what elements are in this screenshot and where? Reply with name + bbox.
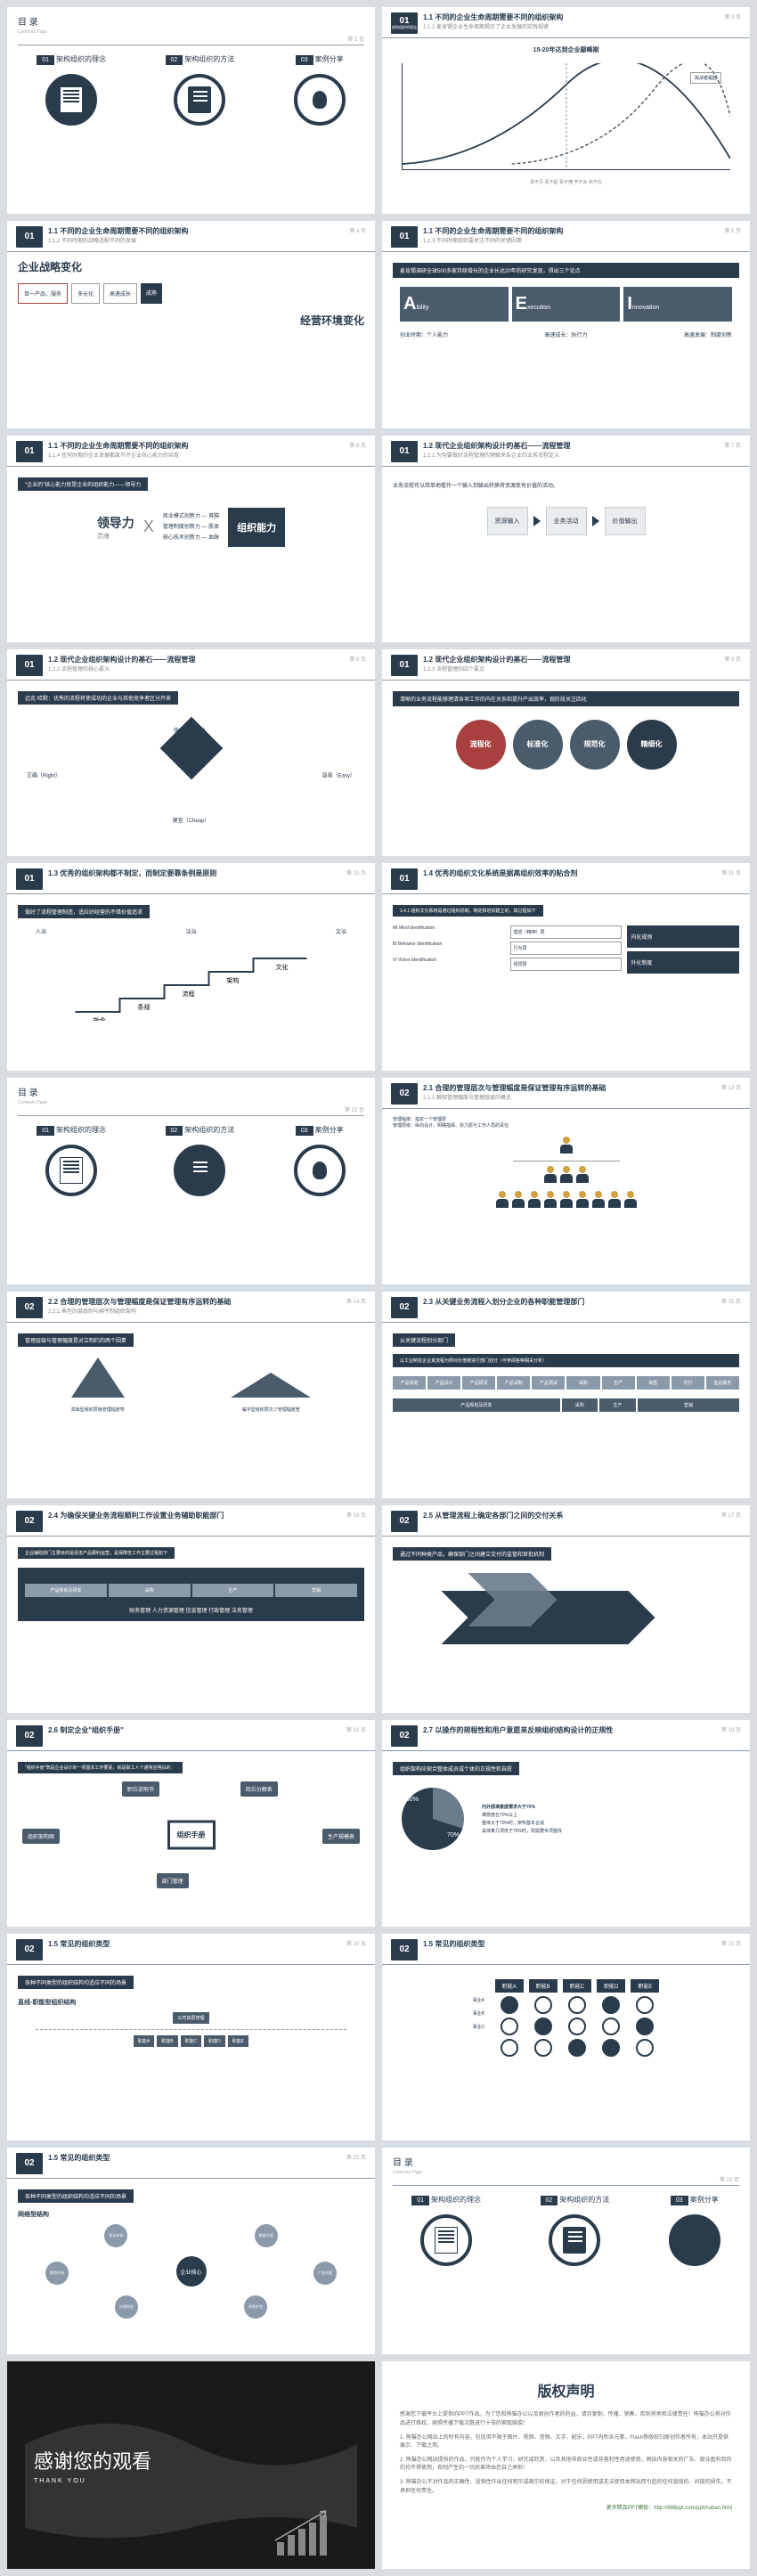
svg-text:架构: 架构 — [227, 976, 240, 984]
env-title: 经营环境变化 — [18, 313, 364, 328]
pie-chart: 30% 70% — [393, 1779, 473, 1861]
research-bar: 麦肯锡调研全球500多家持续增长的企业长达20年的研究发现，得出三个论点 — [393, 263, 739, 278]
peak-label: 15-20年达到企业巅峰期 — [393, 45, 739, 54]
svg-text:条规: 条规 — [138, 1003, 151, 1011]
slide-22: 021.5 常见的组织类型第 22 页 各种不同类型的组织结构均适应不同的场景 … — [7, 2148, 375, 2354]
slide-toc-2: 目 录 Contents Page 第 12 页 01架构组织的理念 02架构组… — [7, 1078, 375, 1284]
pyramid-compare: 高耸型组织层级管理幅度窄 扁平型组织层次少管理幅度宽 — [18, 1350, 364, 1413]
aux-block: 产品规划及研发采购生产营销 财务管理 人力资源管理 信息管理 行政管理 法务管理 — [18, 1568, 364, 1621]
strategy-title: 企业战略变化 — [18, 259, 364, 274]
slide-copyright: 版权声明 感谢您下载平台上提供的PPT作品，为了您和熊猫办公以及原创作者的利益，… — [382, 2361, 750, 2568]
slide-20: 021.5 常见的组织类型第 20 页 各种不同类型的组织结构均适应不同的场景 … — [7, 1934, 375, 2140]
diamond-diagram: 快速（FAST） 正确（Right） 容易（Easy） 便宜（Cheap） — [18, 726, 364, 824]
svg-text:文化: 文化 — [276, 963, 289, 971]
challenge-box: 挑战者崛起 — [690, 72, 721, 84]
toc-title: 目 录 — [7, 7, 375, 29]
slide-4: 011.1 不同的企业生命周期需要不同的组织架构1.1.2 不同时期的战略适配不… — [7, 221, 375, 428]
line-func-chart: 公司高层管理 职能A职能B职能C职能D职能E — [18, 2012, 364, 2047]
slide-18: 022.6 制定企业"组织手册"第 18 页 "组织手册"既是企业设计的一项基本… — [7, 1720, 375, 1927]
slide-13: 022.1 合理的管理层次与管理幅度是保证管理有序运转的基础2.1.1 解释管理… — [382, 1078, 750, 1284]
slide-thanks: 感谢您的观看 THANK YOU — [7, 2361, 375, 2568]
toc-icon-2 — [174, 74, 225, 126]
slide-16: 022.4 为确保关键业务流程顺利工作设置业务辅助职能部门第 16 页 企业辅助… — [7, 1505, 375, 1712]
growth-icon — [268, 2507, 357, 2560]
process-flow: 资源输入 业务活动 价值输出 — [393, 507, 739, 535]
thanks-title: 感谢您的观看 — [34, 2446, 151, 2474]
toc-row: 01架构组织的理念 02架构组织的方法 03案例分享 — [7, 54, 375, 135]
lifecycle-chart: 挑战者崛起 — [402, 63, 730, 170]
manual-hub: 组织手册 职位说明书 岗位分解表 组织架构图 生产规模表 部门管理 — [18, 1777, 364, 1893]
slide-21: 021.5 常见的组织类型第 21 页 x事业A事业B事业C 职能A 职能B 职… — [382, 1934, 750, 2140]
slide-14: 022.2 合理的管理层次与管理幅度是保证管理有序运转的基础2.2.1 典型的层… — [7, 1292, 375, 1498]
slide-17: 022.5 从管理流程上确定各部门之间的交付关系第 17 页 通过不同种类产品，… — [382, 1505, 750, 1712]
slide-15: 022.3 从关键业务流程入划分企业的各种职能管理部门第 15 页 从关键流程划… — [382, 1292, 750, 1498]
slide-7: 011.2 现代企业组织架构设计的基石——流程管理1.2.1 为何要做好流程管理… — [382, 436, 750, 642]
svg-text:指令: 指令 — [94, 1016, 106, 1021]
stairs-chart: 指令 条规 流程 架构 文化 — [18, 941, 364, 1021]
slide-8: 011.2 现代企业组织架构设计的基石——流程管理1.2.2 流程管理的核心要义… — [7, 649, 375, 856]
toc-icon-1 — [45, 74, 97, 126]
slide-6: 011.1 不同的企业生命周期需要不同的组织架构1.1.4 任何时期的企业发展都… — [7, 436, 375, 642]
slide-5: 011.1 不同的企业生命周期需要不同的组织架构1.1.3 不同时期组织要关注不… — [382, 221, 750, 428]
slide-19: 022.7 以操作的规程性和用户意愿来反映组织结构设计的正规性第 19 页 组织… — [382, 1720, 750, 1927]
leadership-diagram: 领导力灵魂 X 商业模式创新力 — 首脑管理制度创新力 — 肌体核心技术创新力 … — [18, 508, 364, 547]
interleave-diagram — [393, 1564, 739, 1644]
slide-toc-3: 目 录 Contents Page 第 23 页 01架构组织的理念 02架构组… — [382, 2148, 750, 2354]
matrix-chart: x事业A事业B事业C 职能A 职能B 职能C 职能D 职能E — [393, 1979, 739, 2060]
footer-link: 更多精品PPT模板：http://888ppt.com/pptmuban.htm… — [400, 2503, 732, 2511]
slide-grid: 目 录 Contents Page 第 2 页 01架构组织的理念 02架构组织… — [7, 7, 750, 2569]
svg-text:流程: 流程 — [183, 990, 195, 998]
copyright-title: 版权声明 — [400, 2379, 732, 2401]
slide-11: 011.4 优秀的组织文化系统是据高组织效率的粘合剂第 11 页 1.4.1 组… — [382, 863, 750, 1070]
network-hub: 企业核心 设计外协 制造外协 财务外协 广告代理 分销外包 研发外包 — [18, 2222, 364, 2320]
org-people — [393, 1136, 739, 1211]
four-circles: 流程化 标准化 规范化 精细化 — [393, 720, 739, 770]
page-num: 第 2 页 — [7, 35, 375, 43]
slide-9: 011.2 现代企业组织架构设计的基石——流程管理1.2.3 流程管理的四个要点… — [382, 649, 750, 856]
toc-icon-3 — [294, 74, 346, 126]
aei-boxes: Ability Execution Innovation — [400, 287, 732, 322]
slide-3: 01架构组织的理念1.1 不同的企业生命周期需要不同的组织架构1.1.1 麦肯锡… — [382, 7, 750, 214]
value-chain: 产品规划产品设计产品研发产品试制产品测试采购生产销售交付售后服务 — [393, 1376, 739, 1390]
slide-10: 011.3 优秀的组织架构都不制定，而制定要靠条例是原则第 10 页 做好了流程… — [7, 863, 375, 1070]
slide-toc-1: 目 录 Contents Page 第 2 页 01架构组织的理念 02架构组织… — [7, 7, 375, 214]
